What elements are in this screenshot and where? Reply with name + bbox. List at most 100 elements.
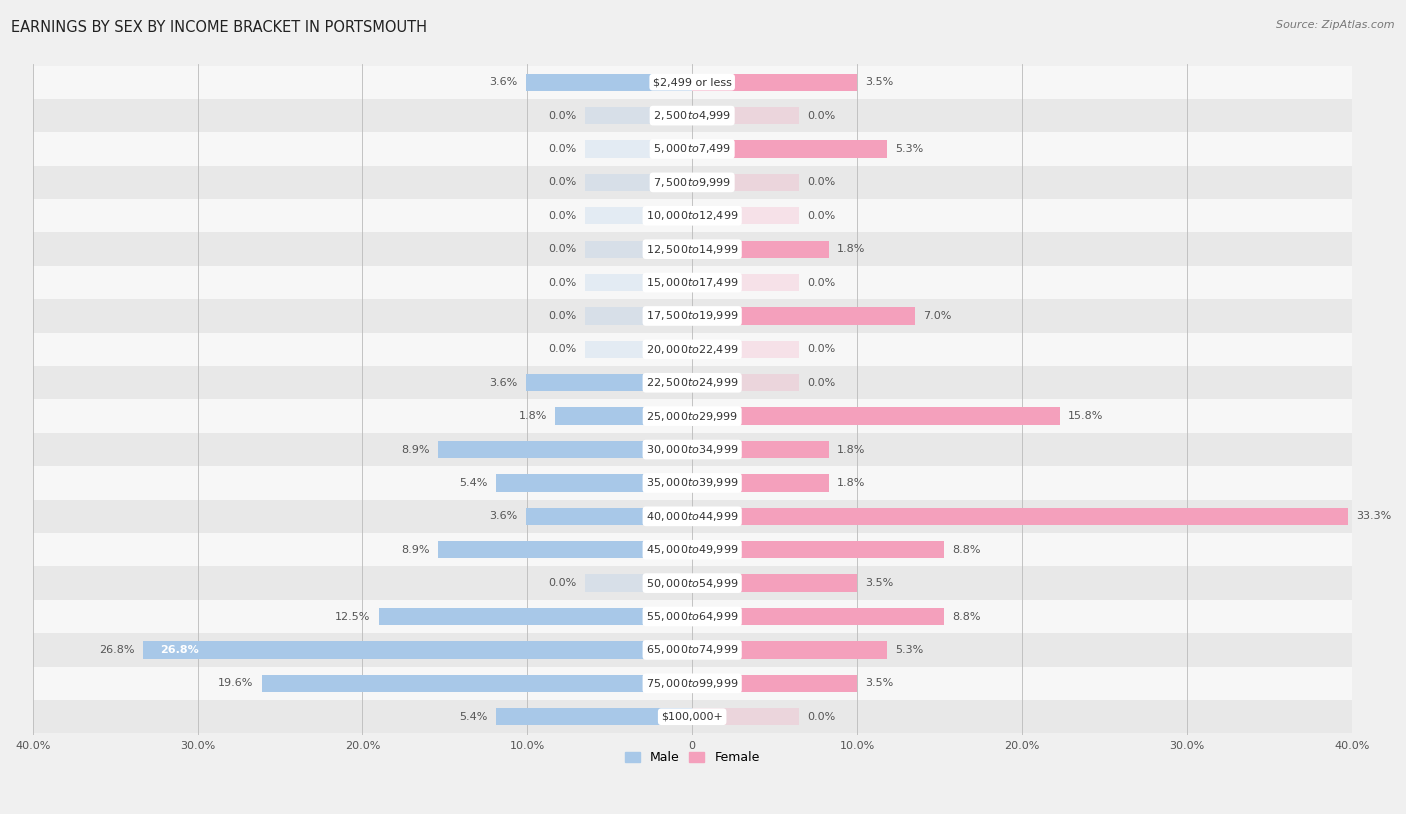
Bar [32, 199, 1351, 233]
Bar [585, 575, 692, 592]
Text: $30,000 to $34,999: $30,000 to $34,999 [645, 443, 738, 456]
Text: $45,000 to $49,999: $45,000 to $49,999 [645, 543, 738, 556]
Bar [585, 608, 692, 625]
Bar [692, 374, 800, 392]
Bar [692, 608, 945, 625]
Bar [585, 341, 692, 358]
Bar [32, 600, 1351, 633]
Bar [585, 207, 692, 225]
Bar [692, 274, 800, 291]
Text: 12.5%: 12.5% [335, 611, 371, 622]
Text: $15,000 to $17,499: $15,000 to $17,499 [645, 276, 738, 289]
Bar [692, 475, 800, 492]
Bar [692, 341, 800, 358]
Bar [585, 475, 692, 492]
Bar [692, 641, 887, 659]
Bar [585, 140, 692, 158]
Bar [32, 99, 1351, 133]
Bar [32, 700, 1351, 733]
Bar [439, 541, 692, 558]
Text: 5.3%: 5.3% [896, 645, 924, 655]
Bar [32, 366, 1351, 400]
Text: 8.9%: 8.9% [402, 444, 430, 454]
Bar [692, 541, 945, 558]
Text: 5.4%: 5.4% [460, 711, 488, 722]
Text: $2,499 or less: $2,499 or less [652, 77, 731, 87]
Bar [692, 408, 800, 425]
Bar [32, 633, 1351, 667]
Bar [692, 308, 915, 325]
Bar [585, 240, 692, 258]
Bar [555, 408, 692, 425]
Text: 1.8%: 1.8% [519, 411, 547, 421]
Text: $10,000 to $12,499: $10,000 to $12,499 [645, 209, 738, 222]
Bar [585, 641, 692, 659]
Text: 33.3%: 33.3% [1357, 511, 1392, 521]
Bar [32, 400, 1351, 433]
Bar [585, 73, 692, 91]
Text: 1.8%: 1.8% [837, 444, 866, 454]
Text: 3.6%: 3.6% [489, 378, 517, 387]
Text: $50,000 to $54,999: $50,000 to $54,999 [645, 576, 738, 589]
Bar [692, 441, 830, 458]
Text: $55,000 to $64,999: $55,000 to $64,999 [645, 610, 738, 623]
Text: $75,000 to $99,999: $75,000 to $99,999 [645, 676, 738, 689]
Bar [692, 240, 830, 258]
Bar [692, 408, 1060, 425]
Text: 26.8%: 26.8% [100, 645, 135, 655]
Bar [585, 274, 692, 291]
Bar [496, 475, 692, 492]
Text: 5.4%: 5.4% [460, 478, 488, 488]
Bar [692, 173, 800, 191]
Bar [692, 308, 800, 325]
Text: 0.0%: 0.0% [548, 177, 576, 187]
Text: $100,000+: $100,000+ [661, 711, 723, 722]
Bar [692, 107, 800, 125]
Bar [496, 708, 692, 725]
Bar [692, 575, 800, 592]
Bar [32, 233, 1351, 266]
Bar [692, 708, 800, 725]
Bar [585, 675, 692, 692]
Bar [585, 374, 692, 392]
Bar [692, 240, 800, 258]
Text: 0.0%: 0.0% [548, 111, 576, 120]
Text: $5,000 to $7,499: $5,000 to $7,499 [652, 142, 731, 155]
Text: 0.0%: 0.0% [807, 211, 835, 221]
Text: $22,500 to $24,999: $22,500 to $24,999 [645, 376, 738, 389]
Text: 5.3%: 5.3% [896, 144, 924, 154]
Text: 15.8%: 15.8% [1069, 411, 1104, 421]
Text: 0.0%: 0.0% [548, 311, 576, 321]
Text: 0.0%: 0.0% [807, 378, 835, 387]
Text: 0.0%: 0.0% [548, 144, 576, 154]
Bar [585, 308, 692, 325]
Bar [526, 508, 692, 525]
Text: 19.6%: 19.6% [218, 678, 253, 689]
Bar [692, 508, 1348, 525]
Text: EARNINGS BY SEX BY INCOME BRACKET IN PORTSMOUTH: EARNINGS BY SEX BY INCOME BRACKET IN POR… [11, 20, 427, 35]
Text: $25,000 to $29,999: $25,000 to $29,999 [647, 409, 738, 422]
Text: 0.0%: 0.0% [807, 177, 835, 187]
Text: 3.5%: 3.5% [865, 77, 894, 87]
Bar [32, 533, 1351, 567]
Bar [32, 300, 1351, 333]
Text: 8.9%: 8.9% [402, 545, 430, 554]
Bar [585, 508, 692, 525]
Text: 1.8%: 1.8% [837, 478, 866, 488]
Bar [692, 608, 800, 625]
Text: 3.6%: 3.6% [489, 511, 517, 521]
Text: $20,000 to $22,499: $20,000 to $22,499 [645, 343, 738, 356]
Bar [692, 541, 800, 558]
Text: 3.5%: 3.5% [865, 578, 894, 589]
Bar [692, 207, 800, 225]
Text: 3.5%: 3.5% [865, 678, 894, 689]
Bar [585, 173, 692, 191]
Text: 0.0%: 0.0% [807, 111, 835, 120]
Bar [32, 567, 1351, 600]
Text: 26.8%: 26.8% [160, 645, 198, 655]
Text: $2,500 to $4,999: $2,500 to $4,999 [652, 109, 731, 122]
Text: 0.0%: 0.0% [548, 278, 576, 287]
Text: 0.0%: 0.0% [548, 244, 576, 254]
Bar [32, 667, 1351, 700]
Text: 0.0%: 0.0% [548, 344, 576, 354]
